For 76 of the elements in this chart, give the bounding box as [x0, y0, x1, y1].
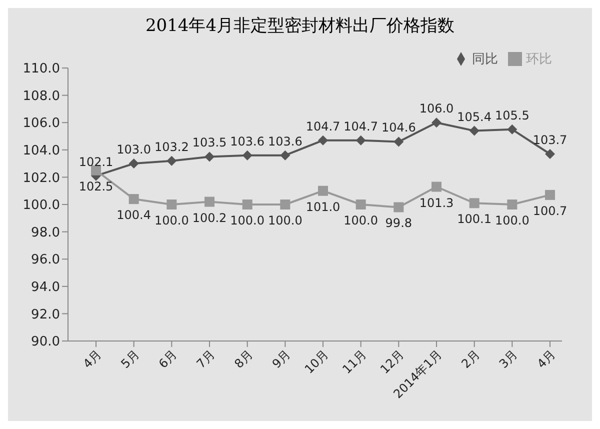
data-label: 102.5 — [78, 179, 114, 194]
point — [356, 135, 366, 146]
data-label: 104.7 — [306, 119, 340, 134]
data-label: 100.0 — [344, 214, 378, 228]
point — [394, 202, 404, 212]
data-label: 104.6 — [381, 120, 416, 135]
data-label: 103.5 — [192, 136, 227, 150]
point — [204, 196, 214, 207]
data-label: 103.7 — [532, 132, 568, 147]
data-label: 104.7 — [344, 119, 378, 134]
point — [318, 186, 328, 196]
data-label: 100.1 — [457, 212, 492, 226]
point — [469, 126, 480, 136]
chart-title: 2014年4月非定型密封材料出厂价格指数 — [144, 15, 456, 38]
point — [545, 190, 555, 200]
x-tick-label: 3月 — [496, 347, 520, 372]
y-tick-label: 100.0 — [22, 198, 60, 214]
data-label: 103.2 — [154, 140, 189, 154]
x-tick-label: 11月 — [340, 347, 369, 376]
point — [507, 200, 518, 210]
point — [242, 200, 252, 210]
data-label: 100.2 — [192, 210, 227, 225]
x-tick-label: 7月 — [194, 347, 218, 372]
data-label: 100.0 — [230, 214, 265, 228]
y-tick-label: 92.0 — [31, 307, 60, 322]
data-label: 100.0 — [268, 214, 302, 228]
point — [469, 198, 480, 208]
point — [242, 150, 252, 160]
data-label: 101.3 — [419, 196, 454, 210]
data-label: 102.1 — [78, 154, 114, 169]
x-tick-label: 4月 — [80, 347, 104, 372]
y-tick-label: 106.0 — [22, 116, 60, 132]
x-tick-label: 5月 — [118, 347, 142, 372]
point — [280, 200, 290, 210]
data-label: 105.5 — [494, 108, 530, 122]
data-label: 103.0 — [116, 142, 152, 157]
y-tick-label: 94.0 — [31, 280, 60, 296]
x-tick-label: 10月 — [302, 347, 332, 376]
data-label: 106.0 — [419, 102, 454, 116]
x-tick-label: 12月 — [378, 347, 407, 376]
point — [128, 158, 139, 169]
point — [394, 136, 404, 147]
data-label: 100.4 — [116, 208, 152, 222]
data-label: 100.0 — [494, 214, 530, 228]
y-tick-label: 108.0 — [22, 88, 60, 104]
x-tick-label: 2月 — [458, 347, 482, 372]
y-tick-label: 98.0 — [31, 225, 60, 240]
y-tick-label: 90.0 — [31, 334, 60, 350]
point — [128, 194, 139, 204]
point — [204, 152, 214, 162]
y-tick-label: 102.0 — [22, 170, 60, 186]
point — [166, 200, 177, 210]
data-label: 101.0 — [306, 200, 340, 214]
x-tick-label: 9月 — [270, 347, 294, 372]
x-tick-label: 4月 — [534, 347, 558, 372]
point — [507, 124, 518, 134]
x-tick-label: 8月 — [232, 347, 256, 372]
point — [280, 150, 290, 160]
data-label: 105.4 — [457, 110, 492, 124]
point — [432, 118, 442, 128]
point — [356, 200, 366, 210]
point — [432, 182, 442, 192]
legend-label: 环比 — [526, 52, 552, 67]
point — [166, 156, 177, 166]
point — [318, 135, 328, 146]
y-tick-label: 104.0 — [22, 144, 60, 159]
data-label: 100.0 — [154, 214, 189, 228]
point — [545, 148, 555, 159]
y-tick-label: 96.0 — [31, 252, 60, 268]
data-label: 103.6 — [230, 134, 265, 148]
x-tick-label: 6月 — [156, 347, 180, 372]
data-label: 99.8 — [385, 216, 412, 230]
legend-label: 同比 — [472, 52, 498, 67]
data-label: 103.6 — [268, 134, 302, 148]
y-tick-label: 110.0 — [22, 62, 60, 77]
data-label: 100.7 — [532, 204, 568, 218]
